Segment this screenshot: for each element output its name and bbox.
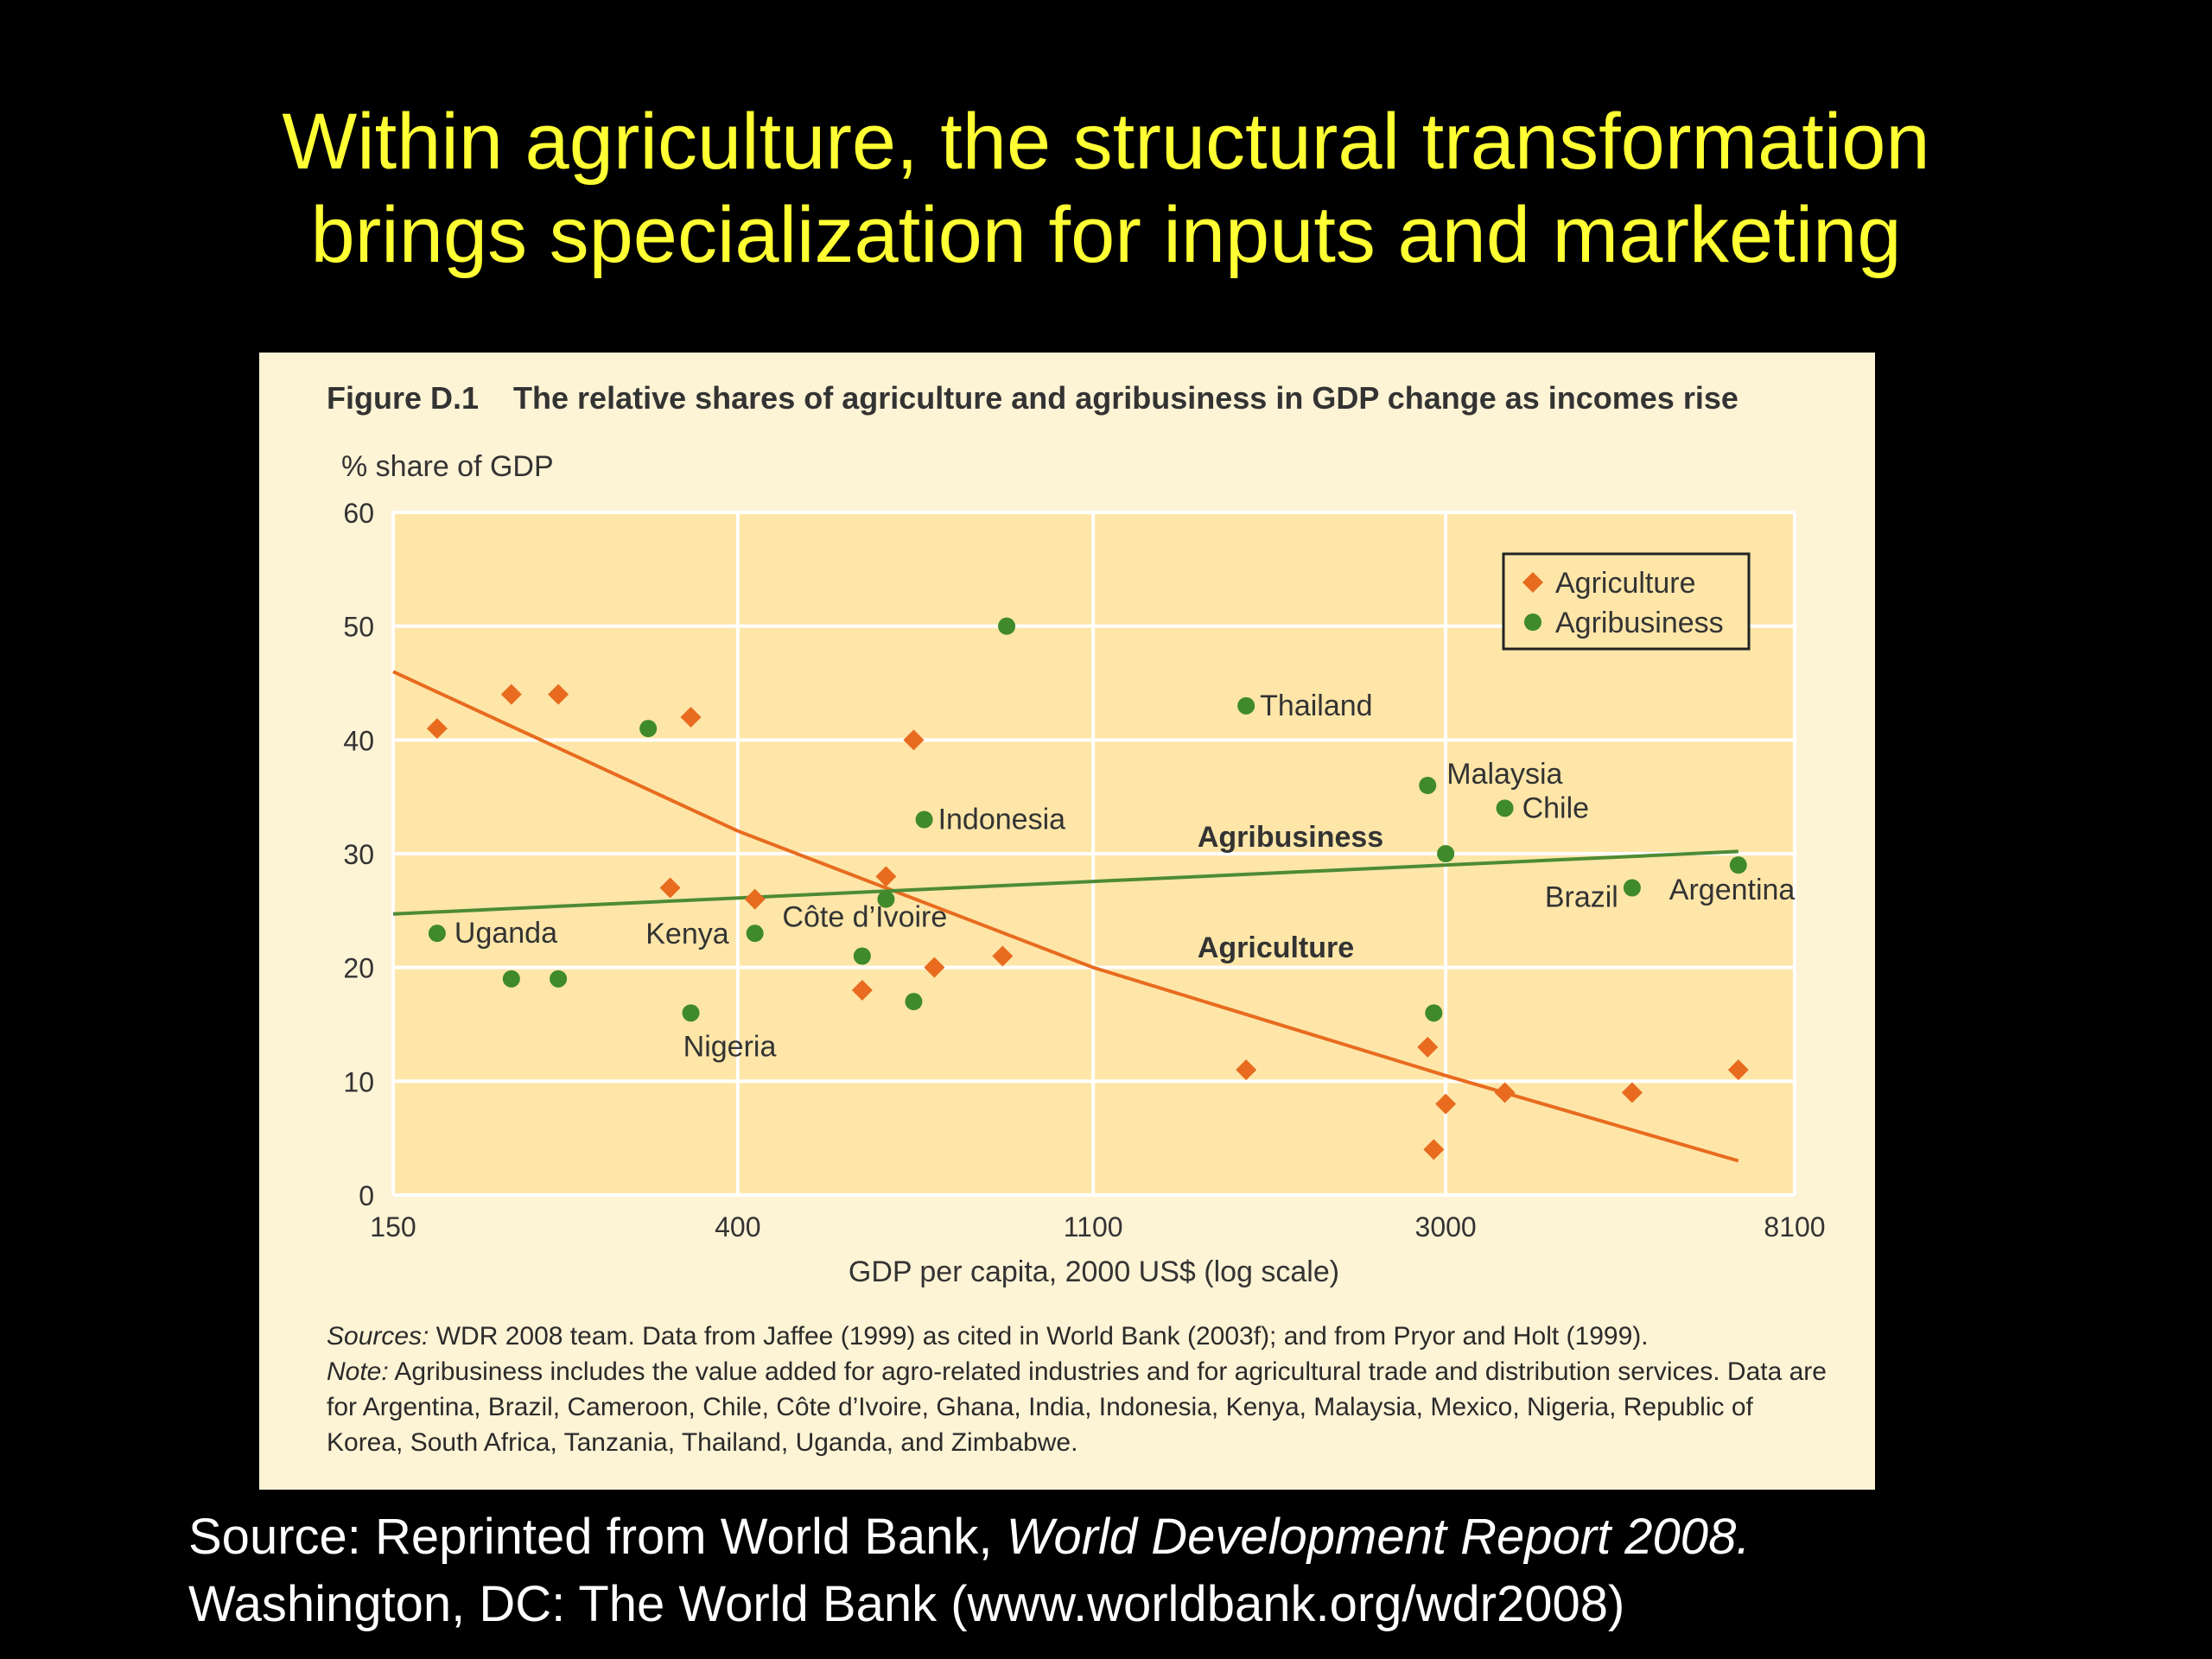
agriculture-point (426, 718, 448, 740)
agribusiness-point (550, 969, 568, 988)
y-axis-label: % share of GDP (341, 450, 554, 483)
trend-line-agriculture (392, 670, 1739, 1163)
agribusiness-point (639, 720, 658, 738)
agribusiness-point (1437, 845, 1455, 862)
figure-number: Figure D.1 (327, 380, 480, 416)
agribusiness-point (428, 925, 446, 943)
agriculture-point (1494, 1082, 1516, 1103)
sources-label: Sources: (327, 1322, 429, 1351)
agribusiness-point (502, 969, 520, 988)
y-tick-label: 20 (343, 953, 374, 984)
agriculture-point (992, 945, 1014, 967)
source-line-2: Washington, DC: The World Bank (www.worl… (188, 1576, 1625, 1632)
source-prefix: Source: Reprinted from World Bank, (188, 1509, 1007, 1565)
agriculture-point (903, 729, 925, 751)
slide-title-line-2: brings specialization for inputs and mar… (310, 191, 1902, 279)
country-label: Argentina (1669, 874, 1796, 906)
y-tick-label: 0 (359, 1180, 374, 1211)
agribusiness-point (1729, 856, 1747, 874)
agribusiness-point (998, 617, 1016, 635)
x-tick-label: 150 (370, 1211, 416, 1243)
agriculture-point (548, 683, 569, 705)
legend-label: Agribusiness (1555, 607, 1724, 639)
agribusiness-point (1623, 879, 1641, 897)
agriculture-point (1621, 1082, 1643, 1103)
agribusiness-point (1419, 777, 1437, 794)
country-label: Thailand (1260, 690, 1372, 722)
y-tick-label: 60 (343, 498, 374, 529)
trend-label-agribusiness: Agribusiness (1198, 821, 1383, 854)
agriculture-point (875, 866, 897, 887)
agribusiness-point (682, 1004, 700, 1022)
country-label: Malaysia (1446, 758, 1562, 791)
legend-box (1502, 552, 1751, 651)
agriculture-point (659, 877, 681, 899)
legend-label: Agriculture (1555, 567, 1696, 600)
figure-caption: The relative shares of agriculture and a… (513, 380, 1738, 416)
country-label: Nigeria (683, 1030, 777, 1063)
agriculture-point (680, 707, 702, 728)
sources-text: WDR 2008 team. Data from Jaffee (1999) a… (429, 1322, 1649, 1351)
source-line-1: Source: Reprinted from World Bank, World… (188, 1503, 1750, 1571)
note-label: Note: (327, 1357, 389, 1386)
agriculture-point (500, 683, 522, 705)
trend-line-agribusiness (392, 849, 1738, 916)
x-tick-label: 400 (715, 1211, 760, 1243)
country-label: Chile (1522, 791, 1589, 824)
agriculture-point (1417, 1036, 1439, 1058)
agribusiness-point (1496, 799, 1514, 817)
data-note: Note: Agribusiness includes the value ad… (327, 1354, 1830, 1460)
slide-title-line-1: Within agriculture, the structural trans… (282, 98, 1930, 186)
slide-source: Source: Reprinted from World Bank, World… (188, 1503, 1750, 1638)
agriculture-point (1727, 1059, 1749, 1081)
agribusiness-point (1237, 696, 1255, 715)
scatter-chart: 0 10 20 30 40 50 60 150 400 1100 3000 8100 % share o… (341, 450, 1826, 1288)
figure-notes: Sources: WDR 2008 team. Data from Jaffee… (327, 1319, 1830, 1460)
agriculture-point (744, 888, 766, 910)
agribusiness-point (915, 810, 933, 829)
agribusiness-point (905, 993, 923, 1011)
agriculture-point (1236, 1059, 1257, 1081)
country-label: Côte d’Ivoire (782, 901, 947, 934)
x-axis-label: GDP per capita, 2000 US$ (log scale) (849, 1255, 1339, 1288)
y-tick-label: 40 (343, 725, 374, 756)
agriculture-point (1435, 1093, 1457, 1115)
country-label: Uganda (454, 917, 557, 950)
trend-label-agriculture: Agriculture (1198, 931, 1354, 964)
x-tick-label: 1100 (1064, 1211, 1123, 1243)
x-tick-label: 3000 (1415, 1211, 1477, 1243)
sources-note: Sources: WDR 2008 team. Data from Jaffee… (327, 1319, 1830, 1354)
agriculture-point (851, 980, 873, 1001)
legend-agribusiness-marker (1524, 613, 1541, 631)
agriculture-point (1423, 1139, 1445, 1160)
agribusiness-point (853, 947, 871, 965)
figure-heading: Figure D.1 The relative shares of agricul… (327, 380, 1738, 416)
agriculture-point (924, 957, 945, 978)
note-text: Agribusiness includes the value added fo… (327, 1357, 1827, 1457)
country-label: Kenya (645, 918, 728, 950)
legend-agriculture-marker (1522, 572, 1543, 593)
y-tick-label: 10 (343, 1066, 374, 1097)
agribusiness-point (746, 925, 764, 943)
country-label: Brazil (1545, 881, 1618, 914)
y-tick-label: 50 (343, 612, 374, 643)
figure-panel: Figure D.1 The relative shares of agricul… (259, 353, 1875, 1490)
agribusiness-point (877, 890, 895, 908)
x-tick-label: 8100 (1764, 1211, 1825, 1243)
agribusiness-point (1425, 1004, 1443, 1022)
country-label: Indonesia (938, 804, 1066, 836)
y-tick-label: 30 (343, 839, 374, 870)
source-report-title: World Development Report 2008. (1006, 1509, 1751, 1565)
slide-title: Within agriculture, the structural trans… (0, 95, 2212, 282)
